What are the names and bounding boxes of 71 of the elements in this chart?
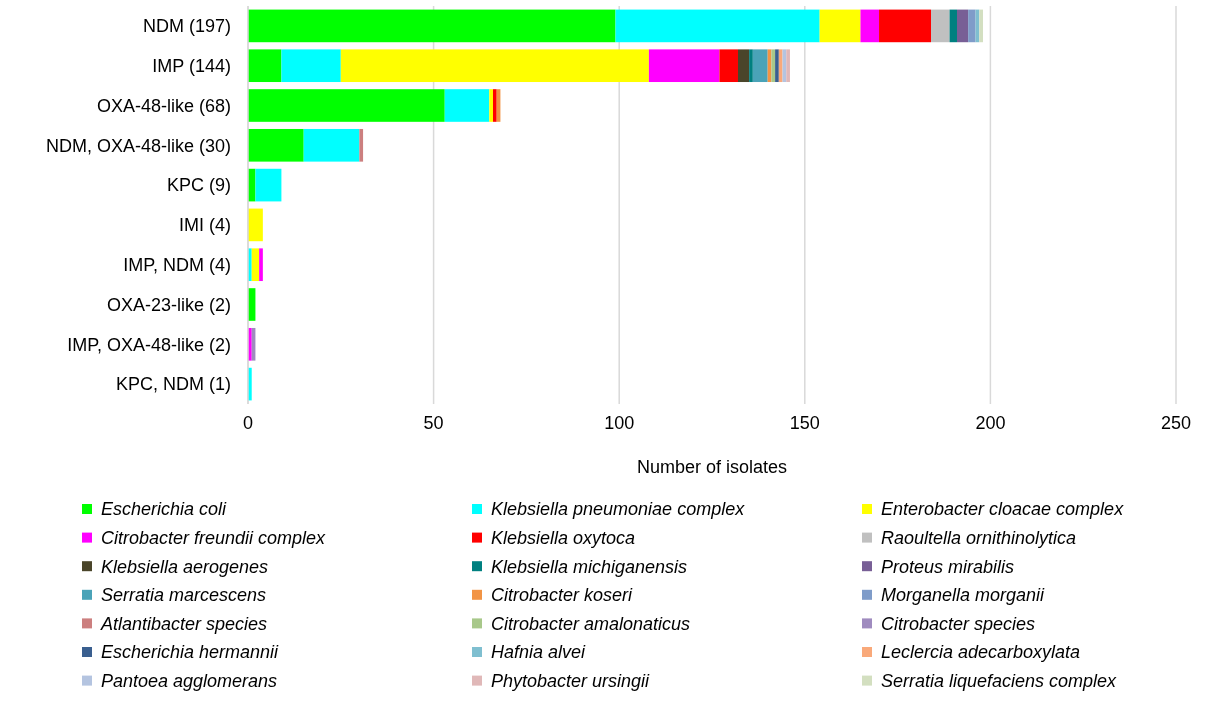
bar bbox=[771, 49, 776, 83]
legend-label: Phytobacter ursingii bbox=[491, 670, 651, 691]
legend-label: Serratia marcescens bbox=[101, 585, 267, 606]
x-tick-label: 150 bbox=[789, 413, 820, 434]
legend-label: Escherichia hermannii bbox=[101, 642, 280, 663]
bar bbox=[819, 9, 861, 43]
bar bbox=[719, 49, 738, 83]
y-tick-label: NDM (197) bbox=[142, 16, 231, 37]
legend-label: Hafnia alvei bbox=[491, 642, 587, 663]
y-tick-label: IMP (144) bbox=[152, 56, 231, 76]
legend-label: Atlantibacter species bbox=[100, 613, 268, 634]
bar bbox=[248, 208, 263, 242]
legend-label: Escherichia coli bbox=[101, 499, 228, 520]
bar bbox=[749, 49, 753, 83]
legend-label: Enterobacter cloacae complex bbox=[881, 499, 1125, 520]
bar bbox=[786, 49, 790, 83]
bar bbox=[251, 248, 260, 282]
legend-label: Pantoea agglomerans bbox=[101, 670, 278, 691]
legend-label: Citrobacter koseri bbox=[491, 585, 634, 606]
y-tick-label: IMP, NDM (4) bbox=[123, 255, 231, 275]
y-tick-label: OXA-23-like (2) bbox=[106, 294, 231, 315]
x-tick-label: 100 bbox=[604, 413, 635, 434]
legend-label: Klebsiella michiganensis bbox=[491, 556, 688, 577]
bar bbox=[775, 49, 779, 83]
bar bbox=[968, 9, 976, 43]
legend-label: Leclercia adecarboxylata bbox=[881, 642, 1081, 663]
legend-label: Klebsiella aerogenes bbox=[101, 556, 269, 577]
x-tick-label: 250 bbox=[1160, 413, 1192, 434]
bar bbox=[489, 89, 493, 122]
legend-label: Morganella morganii bbox=[881, 585, 1046, 606]
bar bbox=[492, 89, 497, 122]
legend-label: Raoultella ornithinolytica bbox=[881, 527, 1077, 548]
bar bbox=[979, 9, 983, 43]
bar bbox=[949, 9, 957, 43]
bar bbox=[340, 49, 649, 83]
y-tick-label: IMI (4) bbox=[179, 215, 231, 236]
bar bbox=[648, 49, 720, 83]
x-axis-title: Number of isolates bbox=[636, 457, 788, 478]
bar bbox=[359, 128, 364, 162]
bar bbox=[752, 49, 768, 83]
bar bbox=[737, 49, 750, 83]
bar bbox=[879, 9, 932, 43]
bar bbox=[778, 49, 783, 83]
bar bbox=[444, 89, 490, 122]
bar bbox=[248, 49, 282, 83]
bar bbox=[248, 128, 304, 162]
bar bbox=[956, 9, 969, 43]
x-tick-label: 200 bbox=[975, 413, 1006, 434]
legend-label: Klebsiella oxytoca bbox=[491, 527, 636, 548]
legend-label: Klebsiella pneumoniae complex bbox=[491, 499, 746, 520]
y-tick-label: KPC, NDM (1) bbox=[115, 374, 231, 395]
legend-label: Serratia liquefaciens complex bbox=[881, 670, 1118, 691]
bar bbox=[248, 89, 445, 122]
x-tick-label: 0 bbox=[242, 413, 254, 434]
bar bbox=[248, 9, 616, 43]
bar bbox=[615, 9, 820, 43]
bar bbox=[931, 9, 950, 43]
legend-label: Citrobacter species bbox=[881, 613, 1036, 634]
x-tick-label: 50 bbox=[423, 413, 444, 434]
bar bbox=[303, 128, 360, 162]
bar bbox=[255, 168, 282, 202]
bar bbox=[259, 248, 263, 282]
y-tick-label: OXA-48-like (68) bbox=[96, 95, 231, 116]
y-tick-label: KPC (9) bbox=[166, 175, 231, 196]
legend-label: Proteus mirabilis bbox=[881, 556, 1015, 577]
bar bbox=[860, 9, 880, 43]
y-tick-label: IMP, OXA-48-like (2) bbox=[67, 334, 231, 355]
bar bbox=[281, 49, 341, 83]
y-tick-label: NDM, OXA-48-like (30) bbox=[45, 135, 231, 156]
legend-label: Citrobacter freundii complex bbox=[101, 527, 327, 548]
legend-label: Citrobacter amalonaticus bbox=[491, 613, 691, 634]
